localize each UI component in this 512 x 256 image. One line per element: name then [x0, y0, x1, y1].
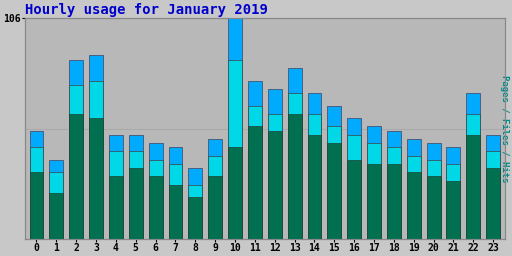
- Bar: [148, 160, 163, 239]
- Bar: [89, 81, 103, 239]
- Bar: [129, 135, 143, 239]
- Bar: [109, 176, 123, 239]
- Bar: [466, 135, 480, 239]
- Bar: [347, 160, 361, 239]
- Bar: [30, 172, 44, 239]
- Bar: [248, 126, 262, 239]
- Bar: [466, 93, 480, 239]
- Bar: [486, 135, 500, 239]
- Bar: [89, 56, 103, 239]
- Bar: [228, 60, 242, 239]
- Bar: [188, 168, 202, 239]
- Bar: [308, 135, 322, 239]
- Bar: [69, 60, 83, 239]
- Bar: [327, 143, 342, 239]
- Bar: [486, 152, 500, 239]
- Bar: [327, 126, 342, 239]
- Bar: [168, 185, 182, 239]
- Bar: [367, 126, 381, 239]
- Bar: [268, 131, 282, 239]
- Bar: [109, 135, 123, 239]
- Bar: [208, 156, 222, 239]
- Bar: [446, 147, 460, 239]
- Bar: [426, 176, 440, 239]
- Bar: [248, 81, 262, 239]
- Bar: [208, 139, 222, 239]
- Bar: [268, 114, 282, 239]
- Bar: [148, 176, 163, 239]
- Bar: [168, 164, 182, 239]
- Bar: [387, 147, 401, 239]
- Bar: [288, 93, 302, 239]
- Bar: [248, 105, 262, 239]
- Bar: [109, 152, 123, 239]
- Bar: [387, 131, 401, 239]
- Bar: [49, 160, 63, 239]
- Bar: [407, 172, 421, 239]
- Bar: [30, 131, 44, 239]
- Bar: [327, 105, 342, 239]
- Bar: [69, 85, 83, 239]
- Bar: [367, 164, 381, 239]
- Bar: [30, 147, 44, 239]
- Bar: [288, 114, 302, 239]
- Bar: [426, 160, 440, 239]
- Text: Hourly usage for January 2019: Hourly usage for January 2019: [25, 3, 267, 17]
- Bar: [466, 114, 480, 239]
- Bar: [69, 114, 83, 239]
- Bar: [228, 18, 242, 239]
- Bar: [49, 193, 63, 239]
- Bar: [446, 164, 460, 239]
- Y-axis label: Pages / Files / Hits: Pages / Files / Hits: [500, 75, 509, 182]
- Bar: [367, 143, 381, 239]
- Bar: [407, 139, 421, 239]
- Bar: [347, 135, 361, 239]
- Bar: [407, 156, 421, 239]
- Bar: [387, 164, 401, 239]
- Bar: [188, 185, 202, 239]
- Bar: [208, 176, 222, 239]
- Bar: [129, 168, 143, 239]
- Bar: [426, 143, 440, 239]
- Bar: [148, 143, 163, 239]
- Bar: [486, 168, 500, 239]
- Bar: [228, 147, 242, 239]
- Bar: [347, 118, 361, 239]
- Bar: [188, 197, 202, 239]
- Bar: [168, 147, 182, 239]
- Bar: [288, 68, 302, 239]
- Bar: [89, 118, 103, 239]
- Bar: [308, 93, 322, 239]
- Bar: [49, 172, 63, 239]
- Bar: [446, 181, 460, 239]
- Bar: [268, 89, 282, 239]
- Bar: [129, 152, 143, 239]
- Bar: [308, 114, 322, 239]
